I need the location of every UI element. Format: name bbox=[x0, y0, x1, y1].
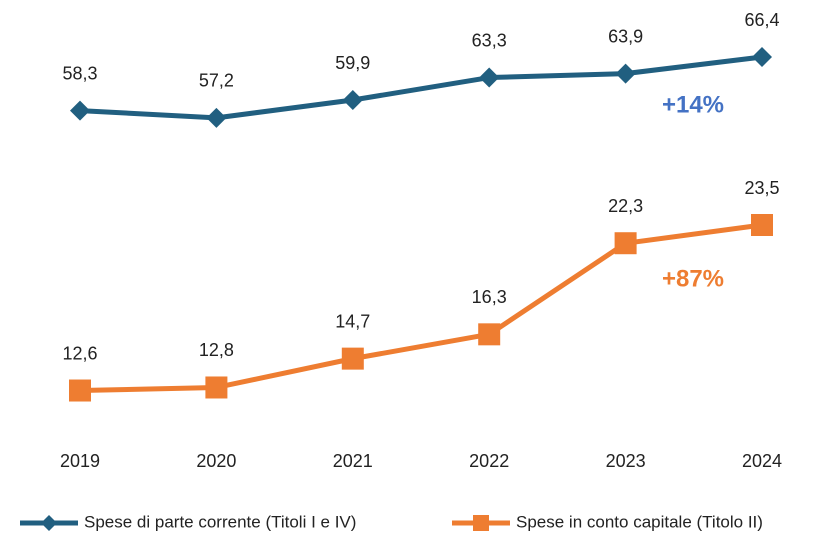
series-line bbox=[79, 54, 763, 121]
data-label: 12,8 bbox=[199, 340, 234, 360]
series-line bbox=[79, 222, 763, 394]
x-tick-label: 2022 bbox=[469, 451, 509, 471]
x-tick-label: 2020 bbox=[196, 451, 236, 471]
data-label: 14,7 bbox=[335, 311, 370, 331]
legend-label: Spese in conto capitale (Titolo II) bbox=[516, 512, 763, 531]
legend-label: Spese di parte corrente (Titoli I e IV) bbox=[84, 512, 356, 531]
data-point bbox=[69, 379, 91, 402]
data-label: 12,6 bbox=[62, 343, 97, 363]
x-tick-label: 2019 bbox=[60, 451, 100, 471]
data-point bbox=[614, 232, 637, 255]
data-point bbox=[615, 63, 636, 84]
data-point bbox=[206, 107, 227, 128]
annotation: +14% bbox=[662, 91, 724, 118]
annotation: +87% bbox=[662, 265, 724, 292]
data-label: 66,4 bbox=[744, 10, 779, 30]
legend-marker bbox=[41, 515, 57, 531]
data-label: 22,3 bbox=[608, 196, 643, 216]
data-point bbox=[70, 100, 90, 121]
data-point bbox=[342, 90, 363, 111]
data-point bbox=[205, 376, 228, 399]
data-point bbox=[752, 47, 772, 68]
data-label: 23,5 bbox=[744, 178, 779, 198]
x-tick-label: 2021 bbox=[333, 451, 373, 471]
x-tick-label: 2024 bbox=[742, 451, 782, 471]
legend-marker bbox=[473, 515, 489, 531]
data-point bbox=[341, 347, 364, 370]
data-label: 63,9 bbox=[608, 26, 643, 46]
data-label: 57,2 bbox=[199, 71, 234, 91]
data-label: 58,3 bbox=[62, 63, 97, 83]
data-label: 16,3 bbox=[472, 287, 507, 307]
data-label: 59,9 bbox=[335, 53, 370, 73]
data-point bbox=[751, 214, 773, 236]
data-label: 63,3 bbox=[472, 30, 507, 50]
data-point bbox=[478, 323, 501, 346]
x-tick-label: 2023 bbox=[606, 451, 646, 471]
data-point bbox=[479, 67, 500, 88]
